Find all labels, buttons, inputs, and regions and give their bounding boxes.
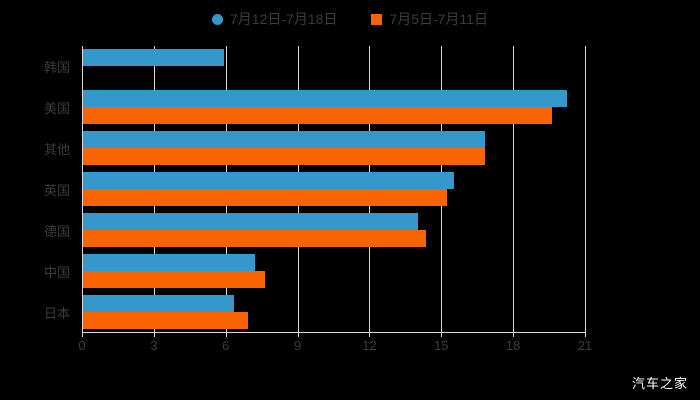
plot-area xyxy=(82,46,586,332)
x-tick-mark xyxy=(153,332,155,337)
gridline xyxy=(585,46,586,332)
x-tick-label: 9 xyxy=(293,338,302,353)
legend-label: 7月12日-7月18日 xyxy=(230,11,338,27)
x-tick-mark xyxy=(369,332,371,337)
x-tick-label: 6 xyxy=(222,338,230,353)
x-tick-mark xyxy=(513,332,515,337)
x-tick-mark xyxy=(585,332,586,337)
x-tick-label: 21 xyxy=(577,338,593,353)
bar xyxy=(83,172,455,189)
y-axis-labels: 韩国美国其他英国德国中国日本 xyxy=(0,46,82,332)
bar xyxy=(83,212,419,230)
y-axis-category-label: 德国 xyxy=(43,223,70,239)
y-axis-line xyxy=(82,46,83,332)
x-tick-mark xyxy=(82,332,83,337)
x-axis-labels: 0 3 6 9 12 15 18 21 xyxy=(0,338,700,358)
x-tick-label: 18 xyxy=(505,338,521,353)
bar xyxy=(83,107,553,125)
legend-label: 7月5日-7月11日 xyxy=(389,11,488,27)
y-axis-category-label: 英国 xyxy=(43,183,70,198)
x-axis-line xyxy=(82,332,586,333)
bar xyxy=(83,229,426,247)
legend-item[interactable]: 7月5日-7月11日 xyxy=(371,12,488,26)
y-axis-category-label: 日本 xyxy=(43,305,70,321)
y-axis-category-label: 中国 xyxy=(43,264,70,280)
x-tick-label: 15 xyxy=(434,338,449,353)
bar xyxy=(83,90,567,108)
bar xyxy=(83,148,486,166)
bar xyxy=(83,49,225,67)
bar xyxy=(83,189,448,206)
x-tick-mark xyxy=(297,332,299,337)
bar xyxy=(83,270,266,288)
x-tick-label: 12 xyxy=(362,338,377,353)
x-tick-mark xyxy=(441,332,443,337)
y-axis-category-label: 美国 xyxy=(43,101,70,117)
y-axis-category-label: 其他 xyxy=(43,142,70,158)
bar xyxy=(83,131,486,149)
gridline xyxy=(513,46,515,332)
x-tick-label: 3 xyxy=(150,338,158,353)
chart-legend: 7月12日-7月18日 7月5日-7月11日 xyxy=(0,8,700,30)
legend-item[interactable]: 7月12日-7月18日 xyxy=(212,12,337,26)
bar xyxy=(83,294,234,312)
watermark: 汽车之家 xyxy=(631,376,688,391)
legend-circle-icon xyxy=(212,13,224,25)
y-axis-category-label: 韩国 xyxy=(43,60,70,76)
bar xyxy=(83,311,249,329)
x-tick-mark xyxy=(225,332,227,337)
x-tick-label: 0 xyxy=(78,338,86,353)
bar xyxy=(83,253,256,271)
legend-square-icon xyxy=(371,13,383,25)
